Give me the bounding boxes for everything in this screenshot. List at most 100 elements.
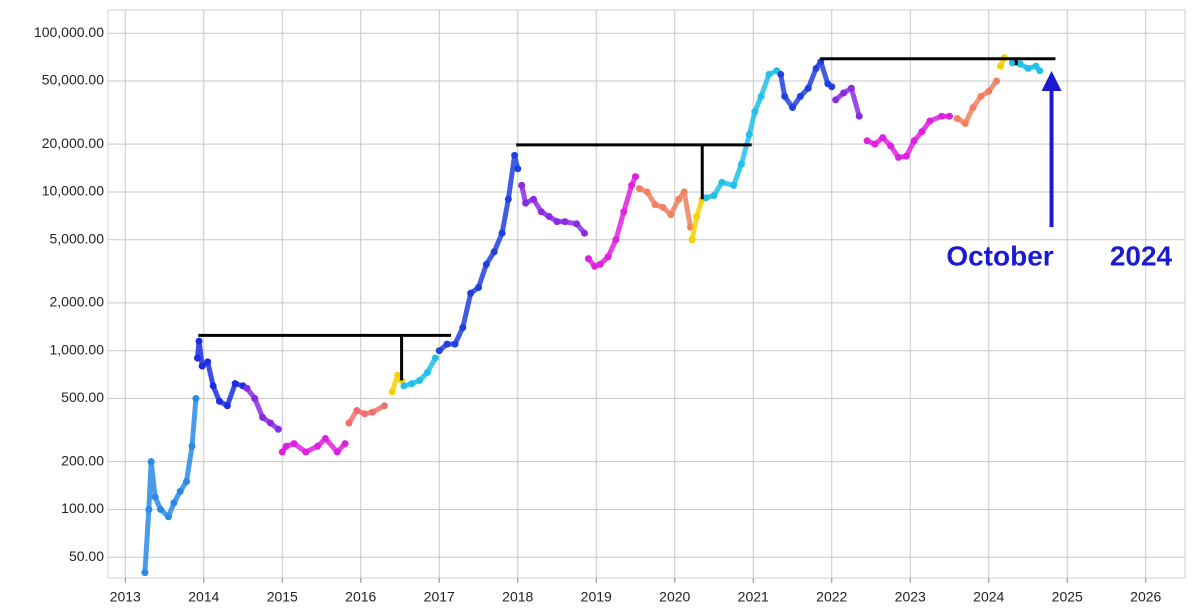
price-point xyxy=(157,505,165,513)
plot-frame xyxy=(107,9,1186,579)
price-point xyxy=(651,201,659,209)
price-point xyxy=(353,407,361,415)
price-point xyxy=(659,203,667,211)
price-point xyxy=(215,397,223,405)
price-point xyxy=(321,434,329,442)
price-point xyxy=(333,448,341,456)
price-point xyxy=(765,70,773,78)
price-point xyxy=(812,64,820,72)
price-point xyxy=(164,513,172,521)
price-point xyxy=(580,229,588,237)
price-point xyxy=(435,347,443,355)
price-point xyxy=(182,477,190,485)
price-point xyxy=(879,134,887,142)
price-point xyxy=(789,104,797,112)
price-point xyxy=(545,213,553,221)
y-tick-label: 50,000.00 xyxy=(42,72,104,88)
price-point xyxy=(302,448,310,456)
price-point xyxy=(147,458,155,466)
price-point xyxy=(910,137,918,145)
price-point xyxy=(1036,67,1044,75)
price-point xyxy=(529,195,537,203)
price-point xyxy=(643,188,651,196)
price-trace xyxy=(833,85,862,119)
price-point xyxy=(482,260,490,268)
price-point xyxy=(278,448,286,456)
x-tick-label: 2013 xyxy=(110,589,141,605)
price-point xyxy=(151,493,159,501)
price-point xyxy=(459,324,467,332)
x-tick-label: 2014 xyxy=(188,589,219,605)
plot xyxy=(141,54,1044,577)
price-point xyxy=(612,236,620,244)
price-point xyxy=(855,112,863,120)
price-point xyxy=(522,199,530,207)
price-point xyxy=(1024,64,1032,72)
x-tick-label: 2016 xyxy=(345,589,376,605)
y-tick-label: 1,000.00 xyxy=(50,341,105,357)
price-point xyxy=(1008,59,1016,67)
price-point xyxy=(282,442,290,450)
price-point xyxy=(193,354,201,362)
price-point xyxy=(341,440,349,448)
price-point xyxy=(969,104,977,112)
price-point xyxy=(777,70,785,78)
y-tick-label: 200.00 xyxy=(61,452,104,468)
price-point xyxy=(985,87,993,95)
price-point xyxy=(204,358,212,366)
price-point xyxy=(490,248,498,256)
y-tick-label: 2,000.00 xyxy=(50,294,105,310)
price-point xyxy=(997,62,1005,70)
price-trace xyxy=(585,174,639,269)
x-tick-label: 2021 xyxy=(738,589,769,605)
price-point xyxy=(863,137,871,145)
price-point xyxy=(745,131,753,139)
x-tick-label: 2022 xyxy=(816,589,847,605)
price-point xyxy=(553,218,561,226)
price-point xyxy=(266,419,274,427)
price-point xyxy=(431,354,439,362)
y-tick-label: 5,000.00 xyxy=(50,230,105,246)
price-point xyxy=(751,108,759,116)
price-point xyxy=(141,569,149,577)
price-point xyxy=(243,384,251,392)
price-point xyxy=(604,253,612,261)
price-point xyxy=(314,442,322,450)
price-point xyxy=(730,181,738,189)
price-trace xyxy=(142,395,199,576)
price-point xyxy=(946,112,954,120)
price-point xyxy=(688,236,696,244)
price-point xyxy=(416,376,424,384)
price-point xyxy=(451,340,459,348)
price-point xyxy=(938,112,946,120)
price-point xyxy=(781,92,789,100)
price-point xyxy=(993,77,1001,85)
price-point xyxy=(953,115,961,123)
y-tick-label: 500.00 xyxy=(61,389,104,405)
price-point xyxy=(737,160,745,168)
price-point xyxy=(361,410,369,418)
price-point xyxy=(223,402,231,410)
price-trace xyxy=(703,68,780,201)
price-point xyxy=(394,371,402,379)
price-point xyxy=(443,340,451,348)
price-point xyxy=(596,260,604,268)
price-point xyxy=(290,440,298,448)
annotation: 2024 xyxy=(1110,240,1173,271)
price-point xyxy=(145,505,153,513)
price-point xyxy=(1032,62,1040,70)
price-point xyxy=(573,220,581,228)
price-point xyxy=(369,408,377,416)
price-point xyxy=(467,289,475,297)
price-point xyxy=(757,92,765,100)
price-point xyxy=(251,394,259,402)
price-point xyxy=(498,229,506,237)
y-tick-label: 100,000.00 xyxy=(34,24,104,40)
annotations: October 2024 xyxy=(198,57,1173,381)
price-point xyxy=(828,83,836,91)
price-point xyxy=(702,194,710,202)
price-point xyxy=(902,152,910,160)
price-point xyxy=(561,218,569,226)
x-tick-label: 2017 xyxy=(424,589,455,605)
